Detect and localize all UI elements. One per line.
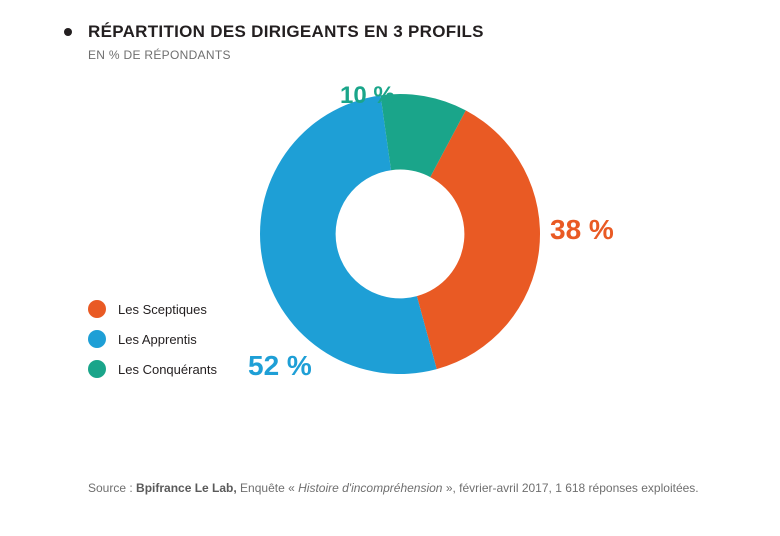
pct-label-conquerants: 10 %: [340, 82, 395, 110]
legend-swatch: [88, 330, 106, 348]
donut-chart: [240, 74, 560, 394]
legend-item-apprentis: Les Apprentis: [88, 330, 217, 348]
legend-swatch: [88, 300, 106, 318]
chart-subtitle: EN % DE RÉPONDANTS: [88, 48, 740, 62]
legend-item-sceptiques: Les Sceptiques: [88, 300, 217, 318]
legend-swatch: [88, 360, 106, 378]
pct-label-sceptiques: 38 %: [550, 214, 614, 246]
chart-title: RÉPARTITION DES DIRIGEANTS EN 3 PROFILS: [88, 22, 740, 42]
page: RÉPARTITION DES DIRIGEANTS EN 3 PROFILS …: [0, 0, 780, 536]
source-prefix: Source :: [88, 481, 136, 495]
pct-label-apprentis: 52 %: [248, 350, 312, 382]
source-bold: Bpifrance Le Lab,: [136, 481, 237, 495]
source-mid: Enquête «: [237, 481, 298, 495]
source-line: Source : Bpifrance Le Lab, Enquête « His…: [88, 480, 720, 496]
legend: Les Sceptiques Les Apprentis Les Conquér…: [88, 300, 217, 390]
legend-label: Les Apprentis: [118, 332, 197, 347]
chart-area: 38 % 52 % 10 % Les Sceptiques Les Appren…: [60, 74, 740, 394]
legend-label: Les Conquérants: [118, 362, 217, 377]
legend-item-conquerants: Les Conquérants: [88, 360, 217, 378]
source-end: », février-avril 2017, 1 618 réponses ex…: [442, 481, 698, 495]
source-italic: Histoire d'incompréhension: [298, 481, 442, 495]
header: RÉPARTITION DES DIRIGEANTS EN 3 PROFILS …: [60, 22, 740, 62]
legend-label: Les Sceptiques: [118, 302, 207, 317]
bullet-icon: [64, 28, 72, 36]
